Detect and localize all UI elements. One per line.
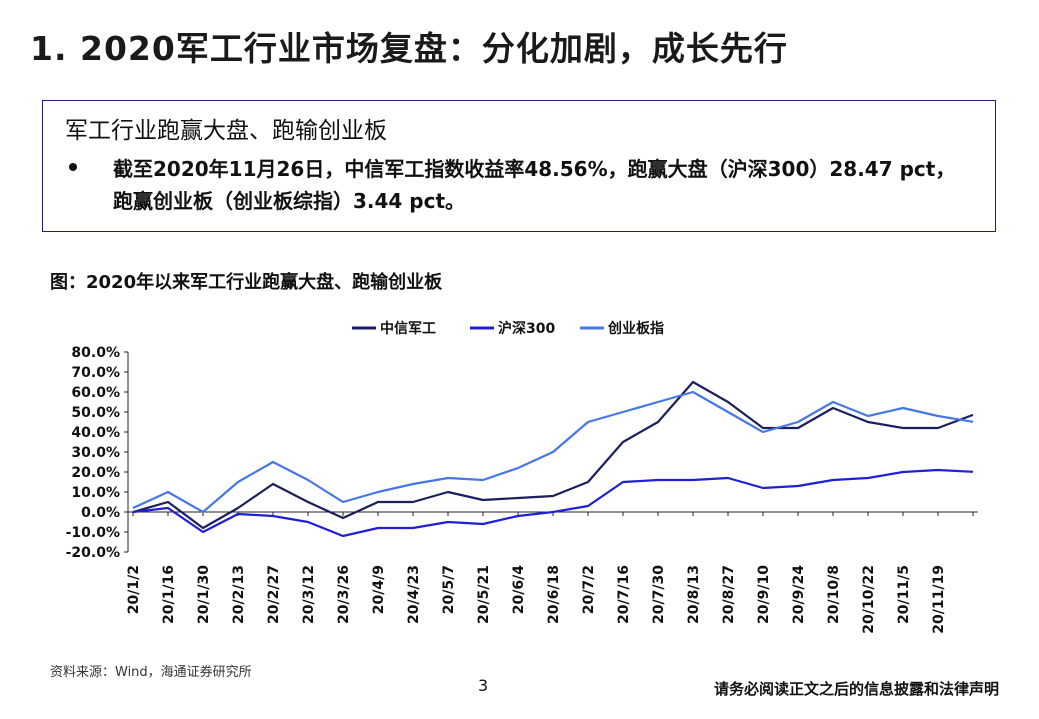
page-number: 3 <box>478 676 489 695</box>
x-tick-label: 20/11/19 <box>931 565 947 634</box>
source-note: 资料来源：Wind，海通证券研究所 <box>50 665 252 680</box>
y-tick-label: 40.0% <box>71 425 120 441</box>
x-tick-label: 20/1/2 <box>126 565 142 614</box>
x-tick-label: 20/9/24 <box>791 565 807 624</box>
y-tick-label: 80.0% <box>71 345 120 361</box>
y-tick-label: 70.0% <box>71 365 120 381</box>
x-tick-label: 20/7/2 <box>581 565 597 614</box>
summary-heading: 军工行业跑赢大盘、跑输创业板 <box>65 118 387 144</box>
y-tick-label: -10.0% <box>66 525 120 541</box>
x-tick-label: 20/4/9 <box>371 565 387 614</box>
y-tick-label: 0.0% <box>81 505 120 521</box>
x-tick-label: 20/2/27 <box>266 565 282 624</box>
x-tick-label: 20/4/23 <box>406 565 422 624</box>
y-tick-label: 10.0% <box>71 485 120 501</box>
y-tick-label: 20.0% <box>71 465 120 481</box>
bullet-dot-icon <box>69 163 77 171</box>
y-tick-label: -20.0% <box>66 545 120 561</box>
y-tick-label: 50.0% <box>71 405 120 421</box>
x-tick-label: 20/7/16 <box>616 565 632 624</box>
slide-title: 1. 2020军工行业市场复盘：分化加剧，成长先行 <box>30 29 788 68</box>
x-tick-label: 20/2/13 <box>231 565 247 624</box>
x-tick-label: 20/11/5 <box>896 565 912 624</box>
x-tick-label: 20/6/18 <box>546 565 562 624</box>
x-tick-label: 20/1/16 <box>161 565 177 624</box>
x-tick-label: 20/10/8 <box>826 565 842 624</box>
x-tick-label: 20/10/22 <box>861 565 877 634</box>
y-tick-label: 30.0% <box>71 445 120 461</box>
x-tick-label: 20/7/30 <box>651 565 667 624</box>
summary-bullet-text: 截至2020年11月26日，中信军工指数收益率48.56%，跑赢大盘（沪深300… <box>113 157 956 213</box>
x-tick-label: 20/9/10 <box>756 565 772 624</box>
figure-caption: 图：2020年以来军工行业跑赢大盘、跑输创业板 <box>50 272 443 293</box>
x-tick-label: 20/1/30 <box>196 565 212 624</box>
x-tick-label: 20/3/26 <box>336 565 352 624</box>
series-line-2 <box>132 468 974 538</box>
x-tick-label: 20/8/13 <box>686 565 702 624</box>
x-tick-label: 20/8/27 <box>721 565 737 624</box>
x-tick-label: 20/3/12 <box>301 565 317 624</box>
summary-box: 军工行业跑赢大盘、跑输创业板 截至2020年11月26日，中信军工指数收益率48… <box>42 100 996 232</box>
series-line-3 <box>132 390 974 514</box>
series-line-1 <box>132 380 974 530</box>
legend-label: 沪深300 <box>498 320 555 337</box>
x-tick-label: 20/6/4 <box>511 565 527 614</box>
disclaimer-text: 请务必阅读正文之后的信息披露和法律声明 <box>713 680 999 698</box>
legend-label: 创业板指 <box>607 320 664 337</box>
x-tick-label: 20/5/7 <box>441 565 457 614</box>
x-tick-label: 20/5/21 <box>476 565 492 624</box>
y-tick-label: 60.0% <box>71 385 120 401</box>
legend-label: 中信军工 <box>380 320 436 337</box>
